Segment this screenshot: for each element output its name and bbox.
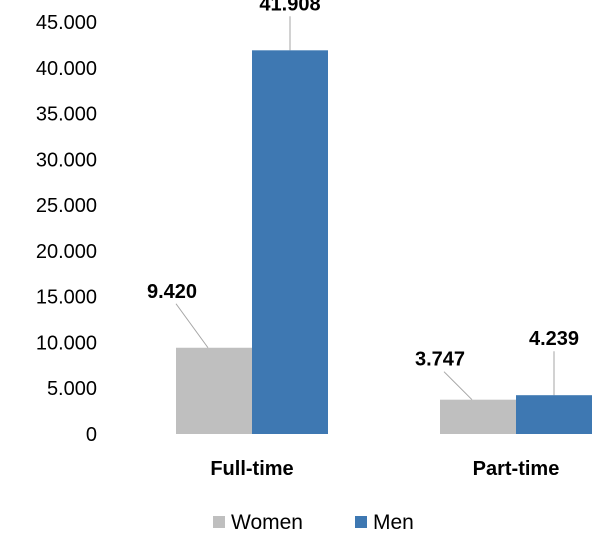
y-tick-label: 0: [86, 424, 97, 446]
leader-line: [175, 303, 209, 349]
data-label-women-full-time: 9.420: [147, 281, 197, 303]
y-tick-label: 45.000: [36, 12, 97, 34]
y-tick-label: 35.000: [36, 104, 97, 126]
bar-women-full-time: [176, 347, 252, 434]
data-labels: 9.420 41.908 3.747 4.239: [147, 0, 579, 371]
leader-line: [443, 371, 473, 401]
bar-women-part-time: [440, 399, 516, 434]
y-tick-label: 10.000: [36, 332, 97, 354]
legend-label-women: Women: [231, 511, 303, 534]
x-axis-categories: Full-time Part-time: [210, 458, 559, 480]
y-tick-label: 15.000: [36, 287, 97, 309]
data-label-leader-lines: [175, 16, 555, 401]
y-tick-label: 5.000: [47, 378, 97, 400]
data-label-women-part-time: 3.747: [415, 349, 465, 371]
bar-men-full-time: [252, 50, 328, 434]
bar-men-part-time: [516, 395, 592, 434]
data-label-men-full-time: 41.908: [259, 0, 320, 15]
category-label-part-time: Part-time: [473, 458, 560, 480]
legend: Women Men: [213, 511, 414, 534]
y-tick-label: 25.000: [36, 195, 97, 217]
bars: [176, 50, 592, 434]
y-tick-label: 40.000: [36, 58, 97, 80]
y-axis-ticks: 0 5.000 10.000 15.000 20.000 25.000 30.000 35.0…: [36, 12, 97, 446]
y-tick-label: 20.000: [36, 241, 97, 263]
data-label-men-part-time: 4.239: [529, 328, 579, 350]
legend-label-men: Men: [373, 511, 414, 534]
legend-swatch-men: [355, 516, 367, 528]
y-tick-label: 30.000: [36, 149, 97, 171]
category-label-full-time: Full-time: [210, 458, 293, 480]
legend-swatch-women: [213, 516, 225, 528]
